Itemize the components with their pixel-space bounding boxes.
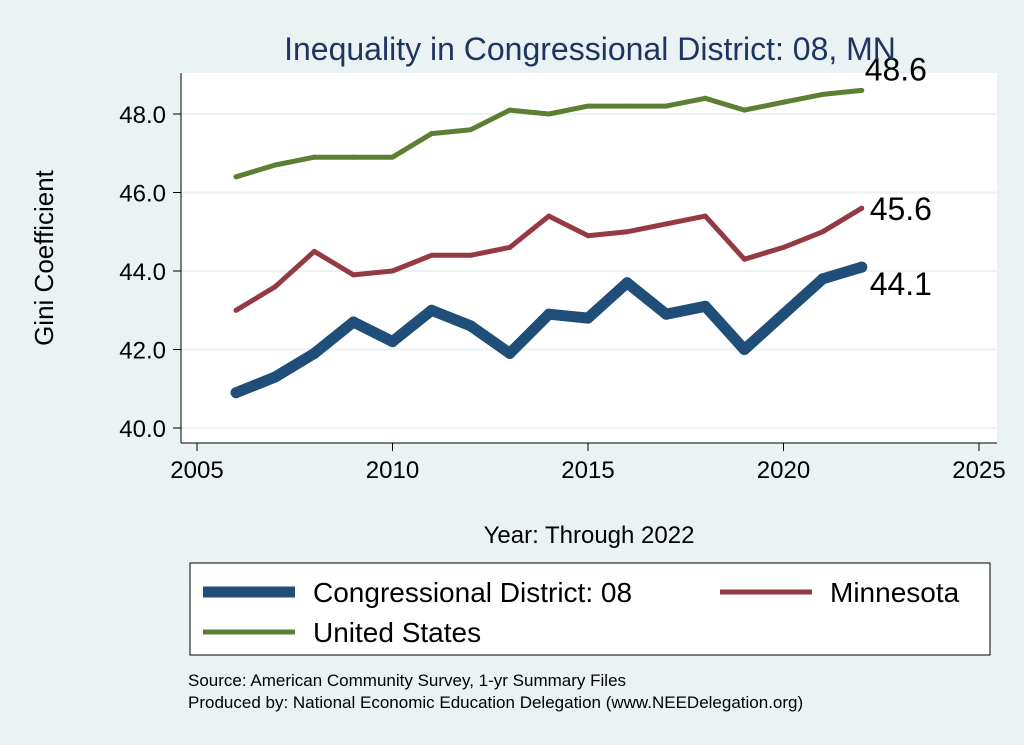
data-point [820, 91, 826, 97]
y-tick-label: 44.0 [119, 259, 166, 286]
data-point [660, 308, 672, 320]
data-point [778, 308, 789, 320]
source-note: Source: American Community Survey, 1-yr … [188, 671, 626, 690]
data-point [308, 347, 320, 359]
data-point [507, 244, 513, 250]
data-point [699, 300, 711, 312]
data-point [702, 213, 708, 219]
data-point [507, 107, 513, 113]
data-point [387, 336, 398, 348]
plot-area [181, 73, 997, 443]
data-point [390, 268, 395, 274]
legend-label-2: United States [313, 617, 481, 648]
data-point [429, 252, 435, 258]
data-point [781, 244, 786, 250]
data-point [582, 312, 594, 324]
data-point [585, 233, 591, 239]
data-point [272, 162, 278, 168]
data-point [233, 174, 239, 180]
data-point [817, 273, 829, 285]
chart-title: Inequality in Congressional District: 08… [284, 31, 896, 67]
data-point [621, 277, 633, 289]
y-axis-ticks: 40.0 42.0 44.0 46.0 48.0 [119, 102, 181, 443]
x-axis-label: Year: Through 2022 [484, 522, 695, 549]
producer-note: Produced by: National Economic Education… [188, 693, 803, 712]
data-point [269, 371, 281, 383]
data-point [663, 221, 669, 227]
data-point [230, 387, 242, 399]
data-point [741, 256, 747, 262]
data-point [543, 308, 555, 320]
x-tick-label: 2015 [561, 457, 614, 484]
data-point [350, 154, 356, 160]
legend: Congressional District: 08 Minnesota Unite… [203, 577, 960, 648]
y-axis-label: Gini Coefficient [29, 169, 59, 346]
legend-label-0: Congressional District: 08 [313, 577, 632, 608]
x-axis-ticks: 2005 2010 2015 2020 2025 [170, 443, 1006, 484]
y-tick-label: 40.0 [119, 416, 166, 443]
y-tick-label: 48.0 [119, 102, 166, 129]
data-point [468, 252, 474, 258]
data-point [859, 205, 865, 211]
data-point [546, 213, 552, 219]
x-tick-label: 2010 [366, 457, 419, 484]
data-point [426, 304, 438, 316]
legend-label-1: Minnesota [830, 577, 960, 608]
data-point [465, 320, 477, 332]
legend-box [189, 562, 991, 656]
data-point [663, 103, 669, 109]
data-point [233, 307, 239, 313]
series-lines [230, 87, 868, 399]
data-point [350, 272, 356, 278]
data-point [781, 99, 786, 105]
y-tick-label: 42.0 [119, 338, 166, 365]
data-point [390, 154, 395, 160]
data-point [347, 316, 359, 328]
data-point [504, 347, 516, 359]
x-tick-label: 2025 [952, 457, 1005, 484]
end-label-1: 45.6 [870, 191, 932, 227]
data-point [856, 261, 868, 273]
y-tick-label: 46.0 [119, 181, 166, 208]
data-point [741, 107, 747, 113]
data-point [859, 87, 865, 93]
data-point [311, 248, 317, 254]
end-label-0: 44.1 [870, 266, 932, 302]
data-point [272, 284, 278, 290]
data-point [585, 103, 591, 109]
data-point [468, 127, 474, 133]
data-point [820, 229, 826, 235]
data-point [429, 131, 435, 137]
end-label-2: 48.6 [865, 51, 927, 87]
x-tick-label: 2020 [757, 457, 810, 484]
data-point [624, 229, 630, 235]
data-point [546, 111, 552, 117]
data-point [702, 95, 708, 101]
end-labels: 44.1 45.6 48.6 [865, 51, 932, 302]
data-point [624, 103, 630, 109]
data-point [738, 344, 750, 355]
data-point [311, 154, 317, 160]
x-tick-label: 2005 [170, 457, 223, 484]
